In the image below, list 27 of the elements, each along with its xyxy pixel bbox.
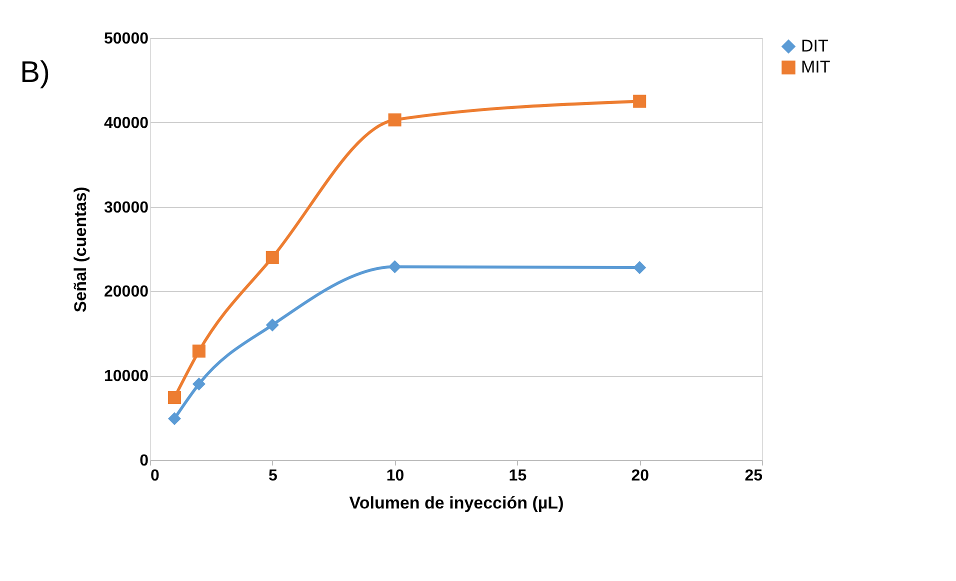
- x-tick-label: 15: [508, 468, 527, 484]
- x-tick-label: 25: [744, 468, 763, 484]
- legend-label: MIT: [801, 58, 830, 76]
- y-tick-label: 50000: [104, 30, 149, 48]
- legend-label: DIT: [801, 36, 828, 56]
- x-tick-label: 20: [631, 468, 650, 484]
- point: [266, 318, 279, 332]
- point: [388, 260, 402, 274]
- y-tick-label: 0: [140, 452, 149, 470]
- y-axis-title: Señal (cuentas): [71, 186, 90, 312]
- x-tick-label: 0: [150, 468, 160, 484]
- y-tick-label: 10000: [104, 368, 149, 386]
- point: [168, 391, 181, 404]
- x-tick-label: 5: [268, 468, 278, 484]
- point: [388, 113, 402, 126]
- y-tick-label: 30000: [104, 199, 149, 216]
- point: [192, 344, 206, 358]
- point: [168, 412, 181, 426]
- point: [633, 94, 646, 108]
- y-tick-label: 20000: [104, 284, 149, 301]
- text: B): [20, 56, 50, 89]
- x-axis-title: Volumen de inyección (µL): [349, 494, 564, 512]
- point: [633, 261, 646, 274]
- point: [266, 250, 279, 264]
- point: [192, 378, 206, 391]
- x-tick-label: 10: [386, 468, 404, 484]
- y-tick-label: 40000: [104, 114, 149, 132]
